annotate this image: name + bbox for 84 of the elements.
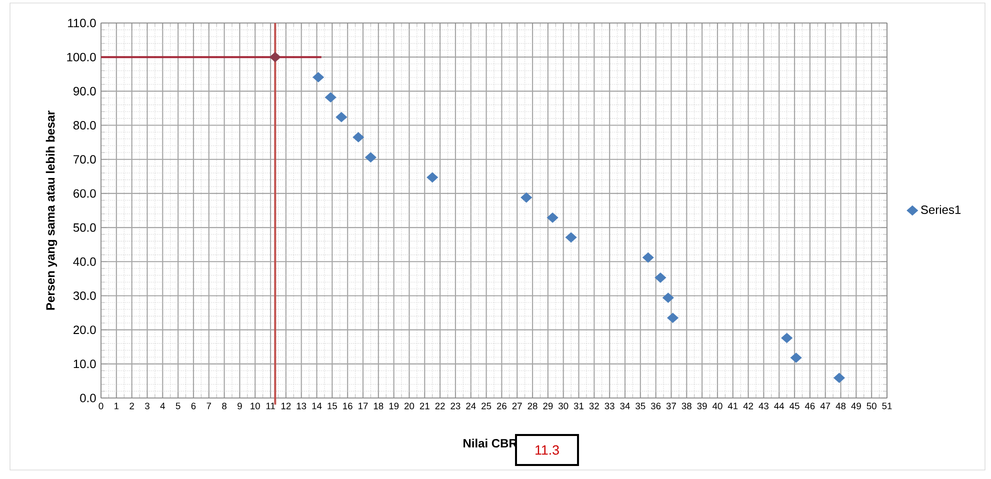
x-tick-label: 17 [358, 402, 368, 410]
x-tick-label: 49 [851, 402, 861, 410]
x-tick-label: 2 [130, 402, 134, 410]
point [642, 252, 654, 263]
y-tick-label: 80.0 [73, 121, 96, 130]
x-tick-label: 4 [160, 402, 165, 410]
x-tick-label: 29 [543, 402, 553, 410]
x-tick-label: 8 [222, 402, 226, 410]
x-tick-label: 40 [712, 402, 722, 410]
y-tick-label: 10.0 [74, 360, 96, 368]
point [365, 152, 376, 162]
x-tick-label: 38 [682, 402, 692, 410]
x-tick-label: 39 [697, 402, 707, 410]
point [520, 192, 532, 203]
x-tick-label: 24 [466, 402, 476, 410]
x-tick-label: 50 [866, 402, 876, 410]
legend-label: Series1 [921, 205, 961, 214]
x-tick-label: 13 [296, 402, 306, 410]
x-tick-label: 45 [790, 402, 800, 410]
y-tick-label: 70.0 [74, 155, 96, 164]
x-tick-label: 46 [804, 402, 815, 410]
x-tick-label: 21 [420, 402, 430, 410]
x-tick-label: 51 [882, 402, 892, 410]
x-tick-label: 14 [312, 402, 322, 410]
x-tick-label: 10 [250, 402, 260, 410]
x-tick-label: 32 [589, 402, 599, 410]
x-tick-label: 44 [774, 402, 784, 410]
x-tick-label: 30 [558, 402, 568, 410]
x-tick-label: 43 [758, 402, 768, 410]
x-tick-label: 20 [404, 402, 414, 410]
x-tick-label: 7 [206, 402, 212, 410]
y-tick-label: 50.0 [73, 223, 96, 232]
x-tick-label: 47 [820, 402, 830, 410]
x-tick-label: 22 [435, 402, 445, 410]
y-tick-label: 20.0 [74, 326, 96, 334]
x-tick-label: 3 [145, 402, 150, 410]
x-tick-label: 1 [114, 402, 119, 410]
x-tick-label: 48 [836, 402, 846, 410]
x-tick-label: 31 [574, 402, 584, 410]
x-tick-label: 6 [191, 402, 196, 410]
y-tick-label: 30.0 [73, 291, 96, 300]
point [790, 352, 802, 363]
y-tick-label: 40.0 [73, 257, 96, 266]
x-tick-label: 33 [604, 402, 614, 410]
point [312, 72, 324, 82]
y-axis-title: Persen yang sama atau lebih besar [46, 110, 58, 310]
point [654, 272, 666, 283]
point [426, 172, 438, 182]
x-tick-label: 11 [266, 402, 275, 410]
x-tick-label: 15 [328, 402, 337, 410]
x-tick-label: 26 [496, 402, 506, 410]
y-tick-label: 90.0 [74, 86, 96, 96]
x-tick-label: 27 [512, 402, 522, 410]
x-tick-label: 16 [343, 402, 352, 410]
x-tick-label: 34 [620, 402, 630, 410]
y-tick-label: 110.0 [68, 18, 96, 28]
point [565, 232, 577, 242]
point [336, 112, 348, 122]
y-tick-label: 60.0 [74, 189, 96, 198]
x-tick-label: 18 [374, 402, 384, 410]
x-tick-label: 36 [650, 402, 661, 410]
x-tick-label: 19 [389, 402, 399, 410]
point [662, 292, 674, 303]
point [269, 52, 281, 62]
x-tick-label: 37 [666, 402, 676, 410]
x-tick-label: 41 [728, 402, 738, 410]
x-tick-label: 28 [528, 402, 538, 410]
point [546, 212, 558, 223]
text: 11.3 [536, 445, 559, 455]
point [834, 372, 845, 383]
x-tick-label: 25 [482, 402, 492, 410]
x-tick-label: 23 [450, 402, 460, 410]
point [781, 332, 792, 344]
x-tick-label: 9 [238, 402, 242, 410]
point [352, 132, 364, 142]
y-tick-label: 0.0 [80, 394, 96, 402]
y-tick-label: 100.0 [67, 52, 96, 62]
x-tick-label: 0 [98, 402, 104, 410]
x-tick-label: 5 [176, 402, 180, 410]
point [667, 312, 678, 323]
x-tick-label: 35 [636, 402, 646, 410]
point [324, 92, 336, 102]
x-tick-label: 12 [281, 402, 291, 410]
x-tick-label: 42 [743, 402, 754, 410]
